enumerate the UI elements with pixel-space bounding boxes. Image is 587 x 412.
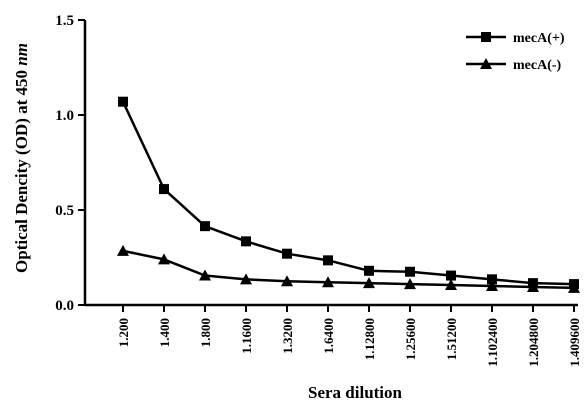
x-tick-label: 1.200 — [116, 318, 131, 347]
y-tick-label: 1.0 — [55, 108, 74, 124]
meca-positive-point — [241, 236, 251, 247]
meca-positive-point — [487, 274, 497, 285]
x-axis-title: Sera dilution — [308, 383, 403, 402]
meca-negative-point — [322, 276, 334, 288]
x-tick-label: 1.25600 — [403, 318, 418, 360]
series-line-meca-negative — [122, 249, 575, 290]
meca-negative-point — [199, 269, 211, 281]
meca-negative-point — [568, 281, 580, 293]
meca-positive-point — [364, 265, 374, 276]
x-tick-label: 1.51200 — [444, 318, 459, 360]
meca-negative-point — [527, 280, 539, 292]
meca-positive-point — [446, 270, 456, 281]
meca-negative-point — [240, 273, 252, 285]
meca-negative-point — [363, 277, 375, 289]
x-tick-label: 1.400 — [157, 318, 172, 347]
y-tick-label: 0.0 — [55, 298, 74, 314]
legend-label-meca-negative: mecA(-) — [513, 58, 562, 73]
legend-label-meca-positive: mecA(+) — [513, 31, 565, 46]
axes: 0.0 0.5 1.0 1.5 1.200 1.400 1.800 1.1600 1.3200 1… — [55, 13, 582, 367]
meca-negative-point — [486, 280, 498, 291]
meca-positive-point — [118, 96, 128, 107]
x-tick-label: 1.102400 — [485, 318, 500, 367]
meca-negative-point — [445, 279, 457, 291]
series-layer — [117, 96, 580, 293]
meca-negative-point — [404, 278, 416, 290]
y-tick-label: 1.5 — [55, 13, 74, 29]
x-tick-label: 1.1600 — [239, 318, 254, 354]
series-line-meca-positive — [121, 101, 575, 286]
meca-positive-point — [405, 266, 415, 277]
meca-negative-point — [158, 253, 170, 265]
x-tick-label: 1.800 — [198, 318, 213, 347]
x-tick-label: 1.204800 — [526, 318, 541, 367]
meca-negative-point — [281, 275, 293, 287]
meca-positive-point — [323, 255, 333, 266]
meca-positive-point — [282, 248, 292, 259]
legend-marker-meca-positive — [481, 32, 491, 42]
x-tick-label: 1.12800 — [362, 318, 377, 360]
x-tick-label: 1.3200 — [280, 318, 295, 354]
x-tick-label: 1.409600 — [567, 318, 582, 367]
meca-negative-point — [117, 244, 129, 256]
legend: mecA(+) mecA(-) — [466, 31, 565, 73]
y-axis-title-text: Optical Dencity (OD) at 450 — [12, 66, 31, 273]
meca-positive-point — [200, 221, 210, 232]
meca-positive-point — [159, 184, 169, 195]
y-tick-label: 0.5 — [55, 203, 74, 219]
x-tick-label: 1.6400 — [321, 318, 336, 354]
y-axis-title: Optical Dencity (OD) at 450 nm — [12, 43, 31, 273]
y-axis-title-unit: nm — [12, 43, 31, 66]
legend-marker-meca-negative — [480, 58, 492, 69]
